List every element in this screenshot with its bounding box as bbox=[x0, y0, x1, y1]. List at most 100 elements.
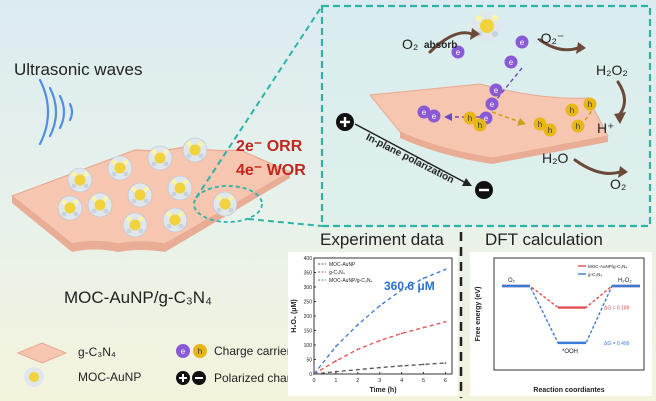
y-tick-label: 250 bbox=[304, 300, 313, 306]
electron-icon: e bbox=[427, 109, 441, 123]
h2o2-label: H₂O₂ bbox=[596, 62, 628, 78]
dft-legend-label: MOC-AuNP/g-C₃N₄ bbox=[588, 264, 627, 269]
moc-cluster-icon bbox=[162, 207, 188, 233]
legend-polarized-label: Polarized charge bbox=[214, 371, 305, 385]
moc-cluster-icon bbox=[212, 191, 238, 217]
o2-arrow bbox=[573, 158, 622, 175]
experiment-annotation: 360.6 μM bbox=[384, 279, 435, 293]
inset-sheet-edge bbox=[400, 132, 608, 164]
hole-symbol: h bbox=[588, 100, 592, 109]
experiment-legend-label: MOC-AuNP/g-C₃N₄ bbox=[329, 278, 373, 284]
experiment-data-point bbox=[356, 323, 359, 326]
electron-icon: e bbox=[485, 97, 499, 111]
ultrasonic-label: Ultrasonic waves bbox=[14, 60, 143, 79]
y-tick-label: 400 bbox=[304, 256, 313, 262]
moc-cluster-icon bbox=[147, 145, 173, 171]
legend-gcn-swatch bbox=[16, 342, 68, 364]
legend-polarized-icon bbox=[176, 371, 206, 385]
zoom-region bbox=[193, 185, 263, 223]
polarization-arrow bbox=[354, 123, 469, 185]
experiment-data-point bbox=[444, 362, 447, 364]
dft-legend-label: g-C₃N₄ bbox=[588, 272, 602, 277]
experiment-legend-label: MOC-AuNP bbox=[329, 262, 356, 268]
x-tick-label: 0 bbox=[312, 378, 315, 384]
experiment-data-point bbox=[422, 277, 425, 280]
experiment-data-point bbox=[335, 345, 337, 348]
electron-icon: e bbox=[451, 45, 465, 59]
x-tick-label: 4 bbox=[400, 378, 403, 384]
electron-symbol: e bbox=[456, 48, 461, 57]
x-tick-label: 5 bbox=[422, 378, 425, 384]
experiment-data-point bbox=[400, 289, 403, 291]
experiment-legend-label: g-C₃N₄ bbox=[329, 270, 345, 276]
wor-label: 4e⁻ WOR bbox=[236, 162, 306, 179]
y-tick-label: 200 bbox=[304, 314, 313, 320]
experiment-data-point bbox=[356, 348, 359, 351]
composite-label: MOC-AuNP/g-C₃N₄ bbox=[64, 288, 212, 307]
y-tick-label: 150 bbox=[304, 329, 313, 335]
moc-cluster-icon bbox=[67, 167, 93, 193]
moc-cluster-icon bbox=[167, 175, 193, 201]
x-tick-label: 1 bbox=[334, 378, 337, 384]
electron-symbol: e bbox=[422, 108, 427, 117]
experiment-data-point bbox=[313, 373, 315, 375]
electron-icon: e bbox=[417, 105, 431, 119]
hole-symbol: h bbox=[570, 106, 574, 115]
dft-plot-frame bbox=[493, 257, 645, 371]
electron-symbol: e bbox=[432, 112, 437, 121]
legend-gcn-label: g-C₃N₄ bbox=[78, 345, 116, 359]
y-tick-label: 300 bbox=[304, 285, 313, 291]
experiment-data-point bbox=[335, 370, 337, 373]
hole-icon: h bbox=[565, 103, 579, 117]
y-tick-label: 50 bbox=[306, 358, 312, 364]
hole-symbol: h bbox=[478, 121, 482, 130]
dft-chart: Reaction coordiantes Free energy (eV) MOC-… bbox=[470, 252, 652, 396]
experiment-heading: Experiment data bbox=[320, 230, 444, 249]
h-plus-label: H⁺ bbox=[597, 120, 615, 136]
experiment-data-point bbox=[356, 368, 359, 371]
experiment-data-point bbox=[335, 360, 337, 362]
ultrasonic-wave-icon bbox=[38, 78, 74, 146]
y-tick-label: 0 bbox=[309, 372, 312, 378]
x-tick-label: 6 bbox=[444, 378, 447, 384]
positive-charge-icon bbox=[336, 113, 354, 131]
legend-moc-icon bbox=[24, 367, 44, 387]
o2-label-left: O₂ bbox=[402, 36, 419, 52]
electron-symbol: e bbox=[509, 58, 514, 67]
hole-symbol: h bbox=[548, 126, 552, 135]
hole-symbol: h bbox=[468, 114, 472, 123]
hole-icon: h bbox=[533, 117, 547, 131]
dft-y-axis-label: Free energy (eV) bbox=[475, 287, 482, 342]
absorb-arrow bbox=[428, 31, 474, 54]
moc-cluster-icon bbox=[87, 192, 113, 218]
electron-symbol: e bbox=[490, 100, 495, 109]
dft-level-label: *OOH bbox=[562, 349, 578, 355]
dft-annotation: ΔG = 0.499 bbox=[604, 341, 630, 347]
moc-cluster-icon bbox=[107, 155, 133, 181]
dft-x-axis-label: Reaction coordiantes bbox=[533, 387, 604, 394]
hole-symbol: h bbox=[576, 122, 580, 131]
dft-heading: DFT calculation bbox=[485, 230, 603, 249]
electron-icon: e bbox=[515, 35, 529, 49]
moc-cluster-icon bbox=[57, 195, 83, 221]
experiment-data-point bbox=[422, 326, 425, 329]
zoom-line-bottom bbox=[247, 218, 323, 227]
orr-label: 2e⁻ ORR bbox=[236, 138, 303, 155]
svg-text:h: h bbox=[198, 347, 202, 356]
negative-charge-icon bbox=[475, 181, 493, 199]
x-tick-label: 2 bbox=[356, 378, 359, 384]
hole-icon: h bbox=[571, 119, 585, 133]
electron-symbol: e bbox=[484, 114, 489, 123]
electron-icon: e bbox=[504, 55, 518, 69]
superoxide-label: ·O₂⁻ bbox=[536, 30, 565, 46]
moc-cluster-icon bbox=[127, 182, 153, 208]
hole-icon: h bbox=[543, 123, 557, 137]
zoom-line-top bbox=[195, 5, 323, 199]
experiment-x-axis-label: Time (h) bbox=[369, 387, 396, 394]
experiment-data-point bbox=[444, 268, 447, 271]
experiment-data-point bbox=[400, 364, 403, 367]
experiment-data-point bbox=[422, 363, 425, 366]
absorb-label: absorb bbox=[424, 40, 458, 51]
dft-annotation: ΔG = 0.189 bbox=[604, 306, 630, 312]
